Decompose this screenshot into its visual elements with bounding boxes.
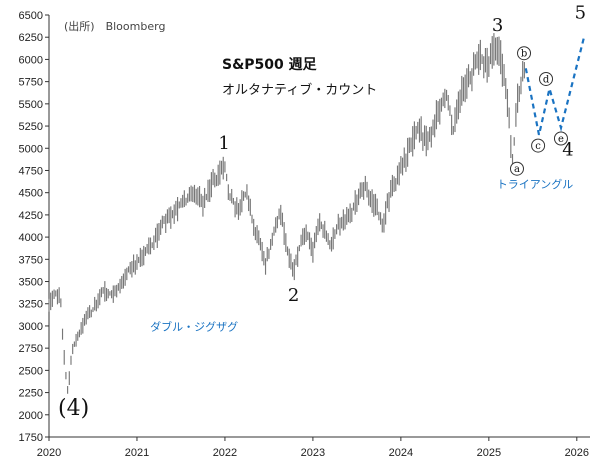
wave-label: 2 <box>288 285 299 306</box>
chart-subtitle: オルタナティブ・カウント <box>222 82 377 98</box>
sub-wave-label: b <box>517 46 532 61</box>
sub-wave-circle <box>539 71 554 86</box>
y-tick-label: 5250 <box>19 121 43 133</box>
price-bars <box>48 33 525 394</box>
y-tick-label: 3000 <box>19 321 43 333</box>
y-tick-label: 6250 <box>19 32 43 44</box>
sub-wave-letter: c <box>535 141 541 152</box>
y-tick-label: 4500 <box>19 188 43 200</box>
y-tick-label: 6000 <box>19 54 43 66</box>
sub-wave-label: d <box>539 71 554 86</box>
y-tick-label: 3750 <box>19 254 43 266</box>
chart-title: S&P500 週足 <box>222 57 318 73</box>
sub-wave-label: e <box>553 131 568 146</box>
x-tick-label: 2023 <box>301 447 325 459</box>
y-tick-label: 5000 <box>19 143 43 155</box>
sub-wave-circle <box>517 46 532 61</box>
x-tick-label: 2025 <box>477 447 501 459</box>
x-axis-ticks: 2020 2021 2022 2023 2024 2025 2026 <box>37 437 589 459</box>
x-tick-label: 2022 <box>213 447 237 459</box>
sub-wave-letter: b <box>521 49 527 60</box>
wave-label: (4) <box>58 396 89 421</box>
projection-line <box>524 37 585 136</box>
y-tick-label: 5500 <box>19 99 43 111</box>
y-tick-label: 4000 <box>19 232 43 244</box>
x-tick-label: 2024 <box>389 447 413 459</box>
wave-label: 4 <box>562 139 573 160</box>
sub-wave-label: a <box>509 161 524 176</box>
y-tick-label: 3500 <box>19 277 43 289</box>
sub-wave-circle <box>553 131 568 146</box>
y-tick-label: 3250 <box>19 299 43 311</box>
y-tick-label: 5750 <box>19 77 43 89</box>
sub-wave-circle <box>509 161 524 176</box>
y-tick-label: 4250 <box>19 210 43 222</box>
annotations: ダブル・ジグザグ トライアングル <box>150 177 573 333</box>
sub-wave-labels: a b c d e <box>509 46 568 176</box>
x-tick-label: 2026 <box>565 447 589 459</box>
source-note: (出所) Bloomberg <box>64 19 165 33</box>
wave-label: 3 <box>492 15 503 36</box>
y-tick-label: 4750 <box>19 165 43 177</box>
x-tick-label: 2021 <box>125 447 149 459</box>
annotation-label: トライアングル <box>497 177 574 191</box>
y-tick-label: 1750 <box>19 432 43 444</box>
sub-wave-letter: d <box>543 74 550 85</box>
sub-wave-letter: a <box>514 164 520 175</box>
wave-label: 1 <box>218 133 229 154</box>
y-tick-label: 2750 <box>19 343 43 355</box>
y-tick-label: 2500 <box>19 365 43 377</box>
wave-label: 5 <box>575 3 586 24</box>
wave-labels: (4) 1 2 3 4 5 <box>58 3 586 421</box>
y-axis-ticks: 1750 2000 2250 2500 2750 3000 3250 3500 3750 4000… <box>19 10 49 444</box>
y-tick-label: 2000 <box>19 410 43 422</box>
sub-wave-letter: e <box>558 134 564 145</box>
x-tick-label: 2020 <box>37 447 61 459</box>
y-tick-label: 2250 <box>19 388 43 400</box>
y-tick-label: 6500 <box>19 10 43 22</box>
sub-wave-label: c <box>531 138 546 153</box>
annotation-label: ダブル・ジグザグ <box>150 319 238 333</box>
axes: 1750 2000 2250 2500 2750 3000 3250 3500 3750 4000… <box>19 10 590 459</box>
sub-wave-circle <box>531 138 546 153</box>
